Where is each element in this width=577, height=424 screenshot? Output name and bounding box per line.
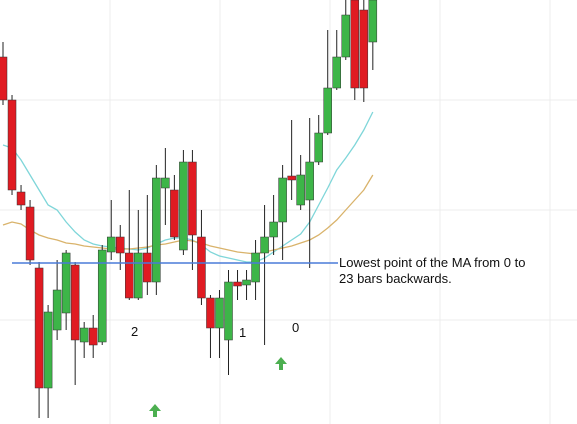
candle-body <box>251 252 260 283</box>
annotation-line: Lowest point of the MA from 0 to <box>339 255 525 270</box>
candle-body <box>52 289 62 331</box>
moving-average <box>2 111 374 263</box>
candle-body <box>0 56 8 101</box>
candle-body <box>359 9 369 89</box>
candle-body <box>260 236 269 254</box>
candle-body <box>314 132 323 163</box>
candle-body <box>134 252 143 299</box>
candle-body <box>7 99 17 191</box>
bar-count-label: 1 <box>239 325 246 340</box>
candle-body <box>43 311 53 389</box>
candle-body <box>278 177 287 223</box>
candle-body <box>197 236 206 299</box>
candle-body <box>332 56 341 89</box>
arrow-up <box>275 357 287 370</box>
candle-body <box>341 14 351 58</box>
candle-body <box>170 189 179 238</box>
candle-body <box>269 221 278 238</box>
candle-body <box>287 175 296 181</box>
candle-body <box>16 191 26 206</box>
candle-body <box>161 177 170 189</box>
candle-body <box>88 327 98 346</box>
candle-body <box>206 297 215 329</box>
candle-body <box>179 161 188 251</box>
candle-body <box>34 267 44 389</box>
candle-body <box>188 161 197 236</box>
candle-body <box>233 281 242 287</box>
candle-body <box>296 174 305 206</box>
candle-body <box>323 87 332 134</box>
candle-body <box>224 281 233 341</box>
candle-body <box>350 0 360 89</box>
candle-body <box>61 252 71 314</box>
candle-body <box>368 0 378 43</box>
annotation-line: 23 bars backwards. <box>339 271 452 286</box>
candle-body <box>152 177 161 283</box>
candle-body <box>70 264 80 341</box>
annotation: Lowest point of the MA from 0 to 23 bars … <box>339 255 525 286</box>
bar-count-label: 2 <box>131 324 138 339</box>
bar-count-label: 0 <box>292 320 299 335</box>
candle-body <box>106 236 116 253</box>
candle-body <box>143 252 152 283</box>
candle-body <box>215 297 224 329</box>
candle-body <box>97 249 107 343</box>
arrow-up <box>149 404 161 417</box>
candle-body <box>242 279 251 286</box>
candle-body <box>25 206 35 261</box>
candle-body <box>305 161 314 201</box>
candle-body <box>125 252 134 299</box>
candle-body <box>79 327 89 343</box>
candle-body <box>116 236 125 254</box>
moving-average <box>2 174 374 255</box>
